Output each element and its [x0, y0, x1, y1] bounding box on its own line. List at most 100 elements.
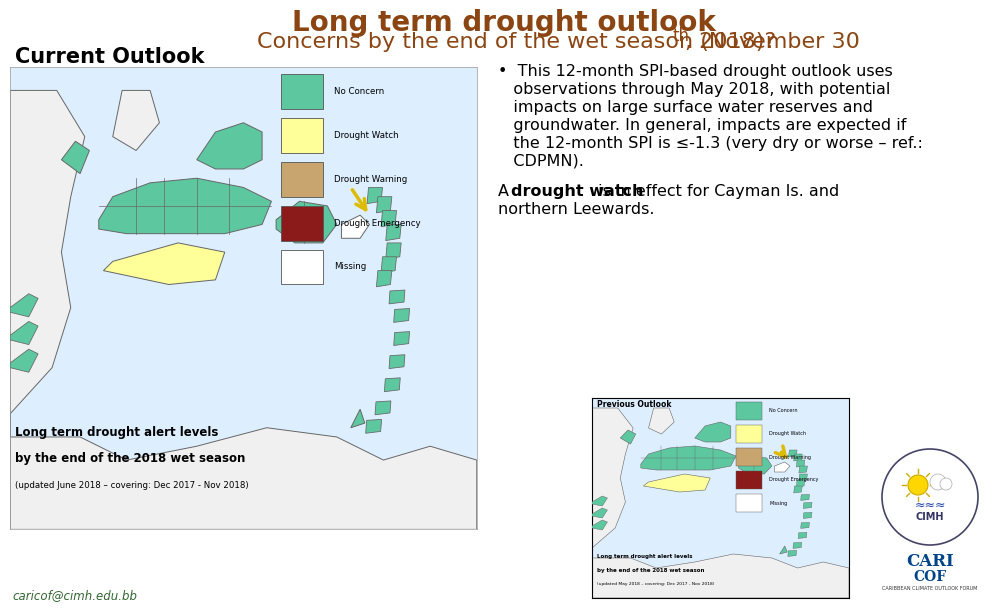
Polygon shape: [376, 196, 392, 213]
Polygon shape: [375, 401, 391, 415]
Text: groundwater. In general, impacts are expected if: groundwater. In general, impacts are exp…: [498, 118, 906, 133]
Polygon shape: [381, 257, 396, 273]
Circle shape: [882, 449, 978, 545]
Polygon shape: [366, 419, 382, 433]
Polygon shape: [793, 454, 802, 461]
Text: Concerns by the end of the wet season (November 30: Concerns by the end of the wet season (N…: [257, 32, 860, 52]
Bar: [736, 402, 762, 420]
Polygon shape: [592, 496, 608, 506]
Polygon shape: [592, 508, 608, 518]
Polygon shape: [389, 355, 405, 368]
Polygon shape: [793, 486, 802, 493]
Polygon shape: [592, 408, 633, 568]
Polygon shape: [592, 520, 608, 530]
Bar: [736, 494, 762, 512]
Text: (updated May 2018 – covering: Dec 2017 - Nov 2018): (updated May 2018 – covering: Dec 2017 -…: [597, 582, 715, 586]
Polygon shape: [796, 460, 804, 467]
Polygon shape: [796, 480, 804, 487]
Text: by the end of the 2018 wet season: by the end of the 2018 wet season: [597, 568, 705, 573]
Text: Long term drought outlook: Long term drought outlook: [292, 9, 716, 37]
Polygon shape: [695, 422, 731, 442]
Polygon shape: [376, 271, 392, 287]
Text: No Concern: No Concern: [769, 408, 797, 414]
Text: Drought Watch: Drought Watch: [335, 131, 399, 140]
Polygon shape: [803, 502, 812, 509]
Circle shape: [908, 475, 928, 495]
Text: caricof@cimh.edu.bb: caricof@cimh.edu.bb: [12, 589, 137, 602]
Text: Missing: Missing: [769, 501, 787, 506]
Polygon shape: [798, 532, 806, 539]
Polygon shape: [799, 474, 807, 481]
Bar: [736, 425, 762, 443]
Text: CARI: CARI: [906, 553, 954, 570]
Text: is in effect for Cayman Is. and: is in effect for Cayman Is. and: [593, 184, 840, 199]
Text: Drought Warning: Drought Warning: [335, 174, 407, 184]
Bar: [281, 118, 323, 153]
Polygon shape: [779, 546, 787, 554]
Polygon shape: [641, 446, 736, 470]
Polygon shape: [386, 243, 401, 259]
Text: Drought Watch: Drought Watch: [769, 431, 806, 436]
Polygon shape: [10, 91, 85, 460]
Polygon shape: [99, 178, 271, 234]
Polygon shape: [799, 466, 807, 473]
Text: COF: COF: [913, 570, 947, 584]
Polygon shape: [10, 428, 477, 529]
Bar: [281, 250, 323, 285]
Text: Drought Warning: Drought Warning: [769, 455, 811, 460]
Polygon shape: [10, 349, 38, 372]
Text: CARIBBEAN CLIMATE OUTLOOK FORUM: CARIBBEAN CLIMATE OUTLOOK FORUM: [882, 586, 978, 592]
Text: drought watch: drought watch: [511, 184, 643, 199]
Polygon shape: [739, 456, 772, 474]
Polygon shape: [276, 201, 337, 243]
Polygon shape: [648, 408, 674, 434]
Circle shape: [930, 474, 946, 490]
Polygon shape: [793, 542, 801, 548]
Polygon shape: [800, 494, 809, 501]
Polygon shape: [389, 290, 405, 304]
Polygon shape: [10, 321, 38, 345]
Text: Missing: Missing: [335, 263, 367, 272]
Polygon shape: [788, 450, 797, 457]
Polygon shape: [800, 523, 809, 528]
Bar: [281, 162, 323, 196]
Polygon shape: [10, 294, 38, 317]
Polygon shape: [394, 308, 409, 323]
Text: Long term drought alert levels: Long term drought alert levels: [597, 554, 692, 559]
Polygon shape: [104, 243, 225, 285]
Bar: [736, 448, 762, 466]
Text: No Concern: No Concern: [335, 87, 385, 96]
Text: impacts on large surface water reserves and: impacts on large surface water reserves …: [498, 100, 873, 115]
Polygon shape: [351, 409, 365, 428]
Bar: [281, 206, 323, 241]
Text: ≈≈≈: ≈≈≈: [914, 499, 946, 512]
Text: Previous Outlook: Previous Outlook: [597, 400, 671, 409]
Text: Long term drought alert levels: Long term drought alert levels: [15, 427, 218, 439]
Text: northern Leewards.: northern Leewards.: [498, 202, 654, 217]
Bar: [281, 74, 323, 109]
Polygon shape: [592, 554, 849, 598]
Polygon shape: [803, 512, 812, 518]
Text: CDPMN).: CDPMN).: [498, 154, 584, 169]
Polygon shape: [113, 91, 159, 151]
Text: by the end of the 2018 wet season: by the end of the 2018 wet season: [15, 452, 245, 465]
Text: Drought Emergency: Drought Emergency: [335, 218, 421, 228]
Polygon shape: [384, 378, 400, 392]
Text: the 12-month SPI is ≤-1.3 (very dry or worse – ref.:: the 12-month SPI is ≤-1.3 (very dry or w…: [498, 136, 923, 151]
Polygon shape: [342, 215, 370, 238]
Text: (updated June 2018 – covering: Dec 2017 - Nov 2018): (updated June 2018 – covering: Dec 2017 …: [15, 481, 248, 490]
Polygon shape: [394, 332, 409, 346]
Polygon shape: [381, 211, 396, 226]
Text: •  This 12-month SPI-based drought outlook uses: • This 12-month SPI-based drought outloo…: [498, 64, 893, 79]
Polygon shape: [643, 474, 711, 492]
Text: Drought Emergency: Drought Emergency: [769, 477, 818, 482]
Polygon shape: [620, 430, 636, 444]
Polygon shape: [386, 225, 401, 241]
Polygon shape: [61, 141, 90, 174]
Text: A: A: [498, 184, 514, 199]
Circle shape: [940, 478, 952, 490]
Text: , 2018)?: , 2018)?: [684, 32, 776, 52]
Polygon shape: [774, 462, 790, 472]
Text: CIMH: CIMH: [915, 512, 944, 522]
Text: observations through May 2018, with potential: observations through May 2018, with pote…: [498, 82, 890, 97]
